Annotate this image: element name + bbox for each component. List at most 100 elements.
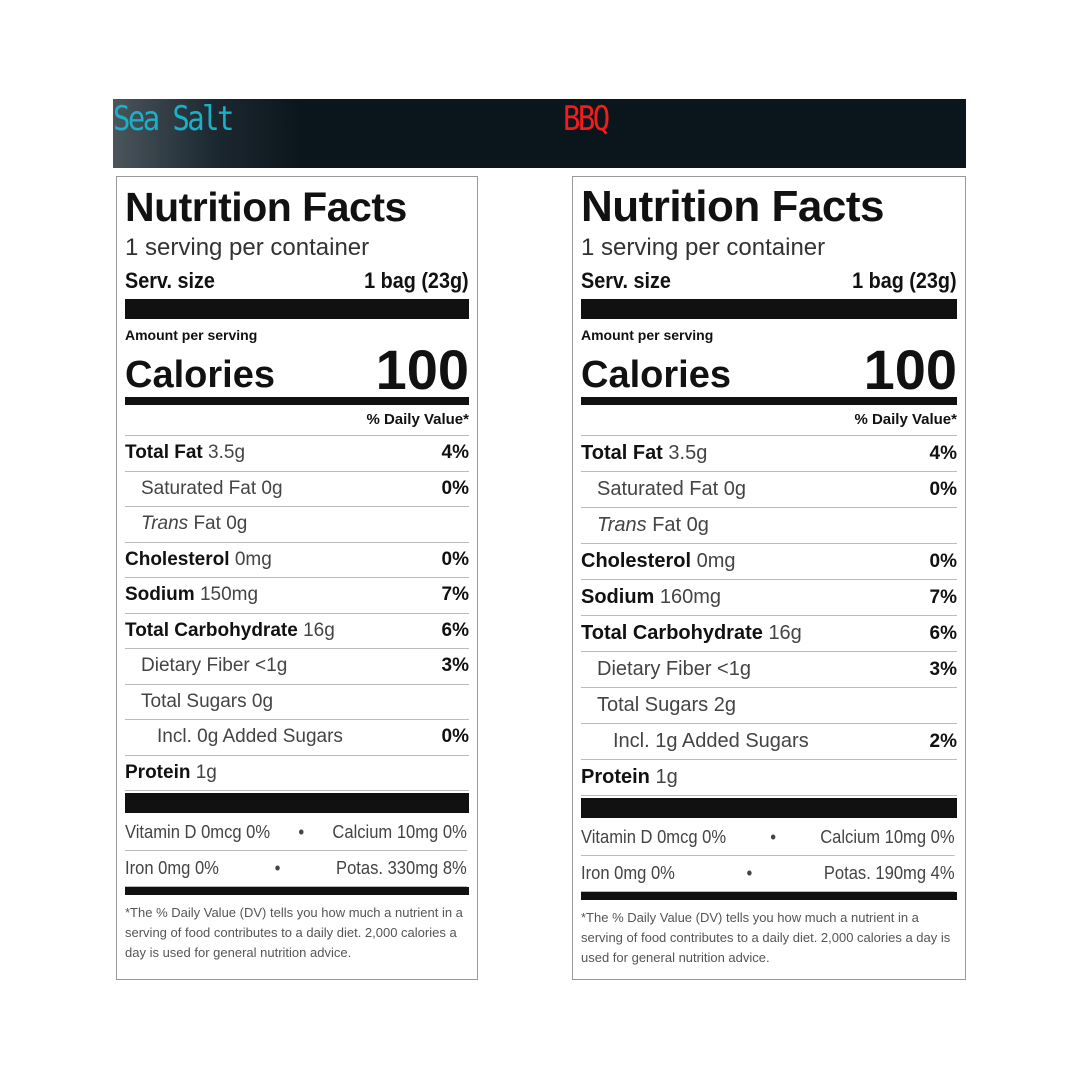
divider-thick [581,798,957,818]
serving-size-label: Serv. size [125,268,215,293]
nutrient-name: Dietary Fiber [141,655,250,677]
nutrient-row: Cholesterol 0mg 0% [581,544,957,580]
nutrient-amount: 3.5g [208,442,246,464]
daily-value-header: % Daily Value* [581,405,957,436]
flavor-header-bar: Sea Salt BBQ [113,99,966,168]
nutrient-label: Protein 1g [581,766,678,789]
nutrient-amount: <1g [255,655,288,677]
servings-text: 1 serving per container [125,234,370,261]
nutrient-row: Sodium 150mg 7% [125,578,469,614]
nutrient-daily-value: 6% [929,622,957,644]
nutrient-row: Protein 1g [581,760,957,796]
nutrient-name: Incl. 1g Added Sugars [613,730,809,752]
nutrient-name: Sodium [581,586,655,608]
nutrient-daily-value: 4% [441,442,469,464]
nutrient-amount: 16g [303,619,335,641]
label-title: Nutrition Facts [125,184,407,230]
bullet: • [746,863,753,883]
nutrient-row: Dietary Fiber <1g 3% [581,652,957,688]
nutrient-row: Total Fat 3.5g 4% [125,436,469,472]
nutrient-label: Total Sugars 2g [581,694,736,717]
nutrient-name: Saturated Fat [141,477,257,499]
nutrient-daily-value: 7% [929,586,957,608]
nutrient-amount: 0mg [696,550,736,572]
nutrient-daily-value: 3% [929,658,957,680]
nutrient-label: Protein 1g [125,762,217,784]
serving-size-value: 1 bag (23g) [852,268,957,293]
nutrient-daily-value: 2% [929,730,957,752]
vitamin-right: Calcium 10mg 0% [820,827,955,847]
nutrient-label: Dietary Fiber <1g [125,655,287,677]
nutrient-amount: <1g [717,658,751,680]
nutrient-daily-value: 4% [929,442,957,464]
calories-row: Calories 100 [125,338,469,401]
nutrient-row: Incl. 0g Added Sugars 0% [125,720,469,756]
nutrient-row: Total Carbohydrate 16g 6% [581,616,957,652]
nutrient-label: Total Sugars 0g [125,691,273,713]
bullet: • [274,858,281,878]
nutrient-row: Incl. 1g Added Sugars 2% [581,724,957,760]
nutrient-amount: 0g [686,514,709,536]
nutrient-amount: 1g [655,766,678,788]
nutrient-row: Total Sugars 2g [581,688,957,724]
nutrient-label: Incl. 0g Added Sugars [125,726,343,748]
nutrient-row: Cholesterol 0mg 0% [125,543,469,578]
nutrient-label: Total Carbohydrate 16g [125,620,335,642]
nutrient-row: Total Carbohydrate 16g 6% [125,614,469,649]
servings-per-container: 1 serving per container [125,231,469,265]
nutrient-row: Saturated Fat 0g 0% [125,472,469,507]
nutrient-amount: 3.5g [668,442,708,464]
nutrient-label: Trans Fat 0g [125,513,247,535]
nutrient-amount: 0g [723,478,746,500]
nutrient-amount: 16g [768,622,802,644]
calories-label: Calories [125,354,275,396]
serving-size-row: Serv. size 1 bag (23g) [125,265,469,297]
nutrient-label: Incl. 1g Added Sugars [581,730,809,753]
bullet: • [770,827,777,847]
vitamin-left: Iron 0mg 0% [581,863,675,883]
divider-medium [581,892,957,900]
servings-text: 1 serving per container [581,234,826,261]
nutrient-name: Protein [581,766,650,788]
vitamin-row: Vitamin D 0mcg 0% • Calcium 10mg 0% [581,820,955,856]
nutrient-label: Dietary Fiber <1g [581,658,751,681]
nutrient-name: Trans Fat [597,514,682,536]
nutrient-name: Cholesterol [125,548,230,570]
nutrient-name: Trans Fat [141,513,221,535]
nutrient-label: Saturated Fat 0g [125,478,283,500]
flavor-label-sea-salt: Sea Salt [113,99,234,139]
divider-medium [125,397,469,405]
vitamin-right: Calcium 10mg 0% [332,822,467,842]
nutrient-daily-value: 7% [441,584,469,606]
vitamin-right: Potas. 330mg 8% [336,858,467,878]
footnote: *The % Daily Value (DV) tells you how mu… [125,905,463,960]
vitamin-left: Iron 0mg 0% [125,858,219,878]
nutrient-amount: 2g [713,694,736,716]
nutrient-label: Trans Fat 0g [581,514,709,537]
nutrient-label: Cholesterol 0mg [125,549,272,571]
nutrient-amount: 1g [195,761,217,783]
serving-size-label: Serv. size [581,268,671,293]
vitamin-left: Vitamin D 0mcg 0% [125,822,271,842]
nutrient-label: Sodium 160mg [581,586,721,609]
nutrient-daily-value: 6% [441,619,469,641]
nutrient-name: Total Fat [125,442,203,464]
nutrient-amount: 160mg [659,586,722,608]
nutrient-name: Protein [125,761,191,783]
divider-thick [125,793,469,813]
nutrient-name: Total Fat [581,442,663,464]
flavor-label-bbq: BBQ [563,99,610,139]
nutrient-amount: 0g [251,690,274,712]
nutrient-label: Cholesterol 0mg [581,550,736,573]
nutrient-name: Dietary Fiber [597,658,712,680]
calories-value: 100 [375,338,469,401]
servings-per-container: 1 serving per container [581,231,957,265]
nutrient-row: Saturated Fat 0g 0% [581,472,957,508]
divider-medium [125,887,469,895]
nutrient-name: Sodium [125,584,195,606]
bullet: • [298,822,305,842]
vitamin-left: Vitamin D 0mcg 0% [581,827,727,847]
nutrient-name: Cholesterol [581,550,692,572]
nutrient-row: Total Sugars 0g [125,685,469,720]
nutrient-amount: 150mg [199,584,259,606]
